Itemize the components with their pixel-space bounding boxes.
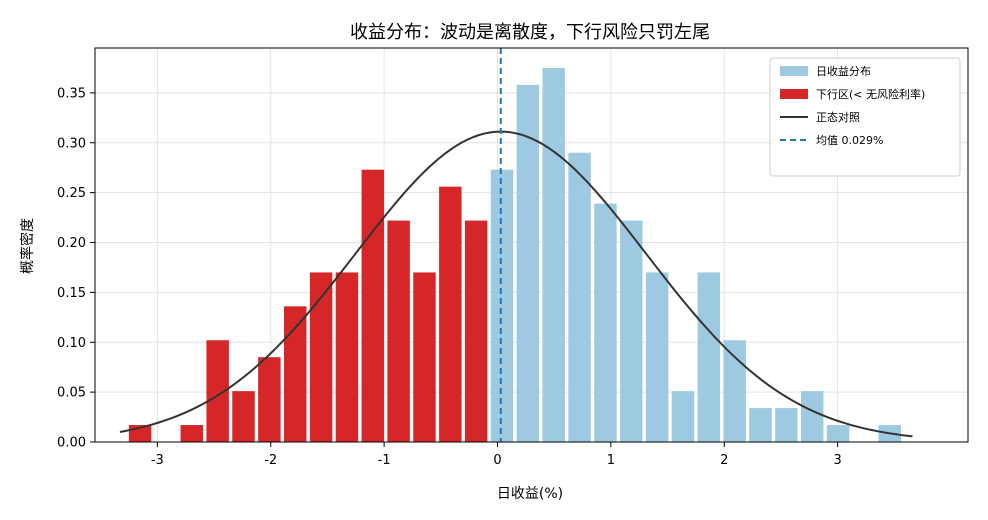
histogram-bar	[723, 340, 746, 442]
x-tick-label: 1	[607, 453, 615, 468]
histogram-bar	[620, 220, 643, 442]
y-axis-label: 概率密度	[19, 218, 36, 274]
histogram-bar	[232, 391, 255, 442]
histogram-bar	[490, 169, 514, 442]
legend-label: 下行区(< 无风险利率)	[816, 87, 925, 101]
histogram-bar	[749, 408, 772, 442]
histogram-bar	[464, 220, 488, 442]
histogram-bar	[826, 425, 850, 442]
legend-label: 正态对照	[816, 110, 860, 124]
histogram-bar	[645, 272, 669, 442]
histogram-bars	[128, 67, 901, 443]
legend-label: 日收益分布	[816, 64, 871, 78]
legend-box	[769, 57, 961, 177]
histogram-bar	[568, 152, 591, 442]
histogram-bar	[309, 272, 333, 442]
histogram-bar	[594, 203, 617, 442]
histogram-bar	[439, 186, 462, 442]
histogram-bar	[387, 220, 410, 442]
histogram-bar	[800, 391, 824, 442]
x-tick-label: 3	[833, 453, 841, 468]
histogram-bar	[283, 306, 307, 442]
y-tick-label: 0.00	[57, 436, 86, 451]
legend-swatch	[780, 89, 808, 99]
y-tick-label: 0.05	[57, 386, 86, 401]
y-tick-label: 0.35	[57, 86, 86, 101]
histogram-bar	[258, 357, 281, 442]
histogram-bar	[413, 272, 436, 442]
legend-swatch	[780, 66, 808, 76]
x-tick-label: -1	[378, 453, 391, 468]
histogram-bar	[516, 84, 540, 443]
plot-frame	[94, 47, 969, 443]
y-tick-label: 0.20	[57, 236, 86, 251]
legend-label: 均值 0.029%	[816, 134, 883, 147]
x-tick-label: -3	[151, 453, 164, 468]
y-tick-label: 0.30	[57, 136, 86, 151]
histogram-bar	[206, 340, 229, 442]
x-tick-label: -2	[264, 453, 277, 468]
histogram-bar	[335, 272, 359, 442]
histogram-bar	[775, 408, 798, 442]
histogram-bar	[542, 67, 565, 442]
x-axis-label: 日收益(%)	[497, 486, 563, 502]
histogram-bar	[361, 169, 384, 442]
histogram-bar	[697, 272, 721, 442]
x-tick-label: 2	[720, 453, 728, 468]
y-tick-label: 0.15	[57, 286, 86, 301]
histogram-bar	[671, 391, 695, 442]
histogram-bar	[180, 425, 204, 442]
normal-curve-line	[119, 130, 913, 438]
chart-title: 收益分布：波动是离散度，下行风险只罚左尾	[350, 22, 710, 43]
axis-ticks: -3 -2 -1 0 1 2 3 0.00 0.05 0.10 0.15 0.20 0.25 0.30 0.…	[57, 86, 842, 468]
y-tick-label: 0.25	[57, 186, 86, 201]
y-tick-label: 0.10	[57, 336, 86, 351]
x-tick-label: 0	[493, 453, 501, 468]
